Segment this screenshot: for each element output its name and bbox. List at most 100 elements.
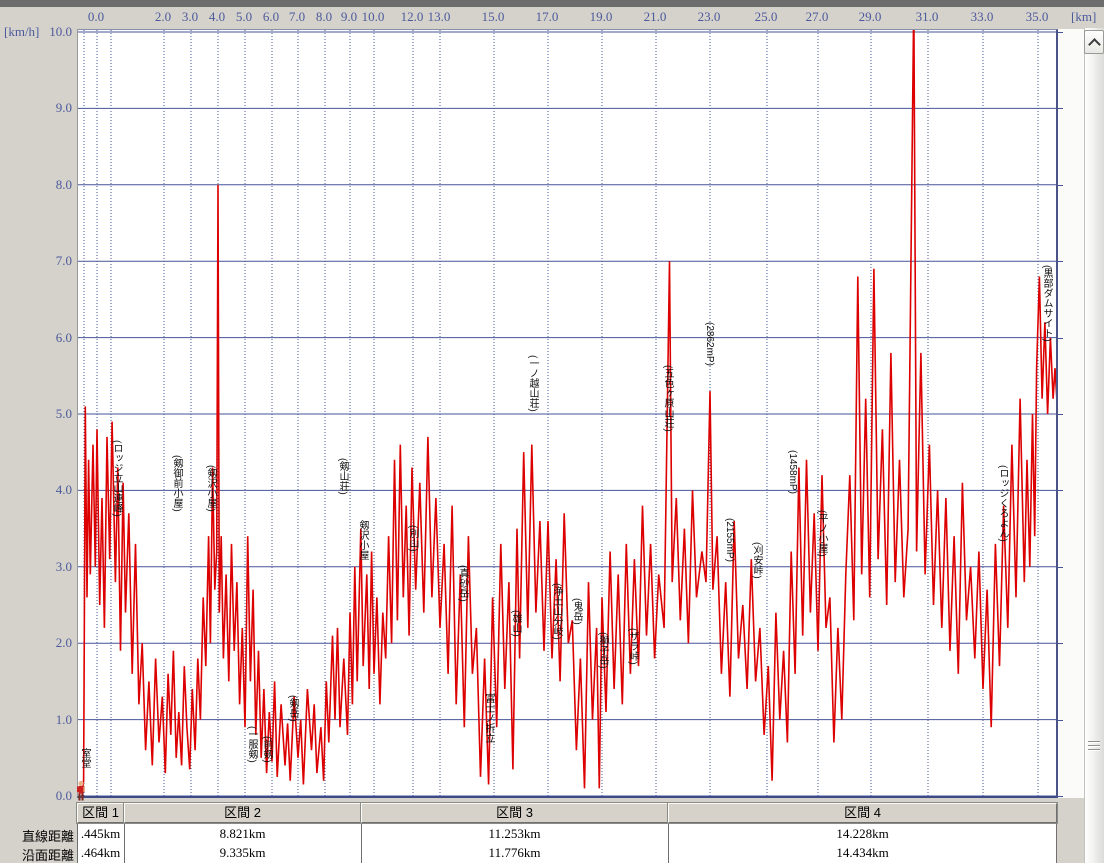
waypoint-label: (刈安峠) bbox=[751, 542, 762, 579]
waypoint-label: (剱岳) bbox=[287, 695, 298, 722]
x-tick-label: 6.0 bbox=[262, 9, 280, 24]
x-tick-label: 3.0 bbox=[181, 9, 199, 24]
waypoint-label: 室堂 bbox=[79, 748, 90, 768]
right-tick-mark bbox=[1058, 337, 1063, 339]
right-tick-mark bbox=[1058, 566, 1063, 568]
table-column-divider bbox=[124, 824, 125, 863]
waypoint-label: (平ノ小屋) bbox=[816, 510, 827, 557]
waypoint-label: (鬼岳) bbox=[571, 598, 582, 625]
speed-line-series bbox=[81, 30, 1056, 796]
y-tick-label: 9.0 bbox=[55, 100, 72, 116]
x-tick-label: 21.0 bbox=[643, 9, 667, 24]
vertical-scrollbar-track[interactable] bbox=[1084, 28, 1104, 863]
waypoint-label: (五色ヶ原山荘) bbox=[662, 365, 673, 432]
waypoint-label: (獅子岳) bbox=[597, 632, 608, 669]
table-column-divider bbox=[668, 824, 669, 863]
hiker-person-icon bbox=[74, 780, 88, 807]
y-tick-label: 7.0 bbox=[55, 253, 72, 269]
speed-graph-canvas[interactable] bbox=[77, 29, 1058, 798]
y-tick-label: 5.0 bbox=[55, 406, 72, 421]
scrollbar-up-button[interactable] bbox=[1084, 30, 1104, 54]
waypoint-label: 剱沢小屋 bbox=[357, 520, 368, 560]
x-tick-label: 9.0 bbox=[340, 9, 358, 24]
x-tick-label: 5.0 bbox=[235, 9, 253, 24]
waypoint-label: (2155mP) bbox=[724, 518, 735, 562]
waypoint-label: (別山) bbox=[407, 525, 418, 552]
right-tick-mark bbox=[1058, 184, 1063, 186]
y-tick-label: 0.0 bbox=[55, 788, 72, 803]
section-header-cell: 区間 3 bbox=[360, 802, 669, 824]
x-tick-label: 17.0 bbox=[535, 9, 559, 24]
x-tick-label: 19.0 bbox=[589, 9, 613, 24]
waypoint-label: 富士ノ折立 bbox=[483, 693, 494, 743]
straight-distance-value: 11.253km bbox=[488, 826, 541, 841]
section-table-body bbox=[77, 824, 1057, 863]
x-tick-label: 12.0 bbox=[400, 9, 424, 24]
x-tick-label: 33.0 bbox=[970, 9, 994, 24]
waypoint-label: (浄土山分岐) bbox=[551, 583, 562, 640]
x-tick-label: 2.0 bbox=[154, 9, 172, 24]
waypoint-label: (雄山) bbox=[510, 610, 521, 637]
row-header-surface-distance: 沿面距離 bbox=[21, 848, 74, 863]
straight-distance-value: .445km bbox=[80, 826, 121, 841]
x-tick-label: 10.0 bbox=[361, 9, 385, 24]
section-header-cell: 区間 2 bbox=[123, 802, 362, 824]
right-tick-mark bbox=[1058, 719, 1063, 721]
section-header-cell: 区間 4 bbox=[667, 802, 1058, 824]
right-tick-mark bbox=[1058, 414, 1063, 415]
waypoint-label: (真砂岳) bbox=[457, 565, 468, 602]
straight-distance-value: 14.228km bbox=[836, 826, 889, 841]
waypoint-label: (剱沢小屋) bbox=[205, 465, 216, 512]
x-tick-label: 15.0 bbox=[481, 9, 505, 24]
x-tick-label: 31.0 bbox=[915, 9, 939, 24]
x-tick-label: 13.0 bbox=[427, 9, 451, 24]
y-tick-label: 4.0 bbox=[55, 482, 72, 498]
y-tick-label: 3.0 bbox=[55, 558, 72, 574]
right-tick-mark bbox=[1058, 796, 1063, 797]
section-header-cell: 区間 1 bbox=[76, 802, 125, 824]
y-tick-label: 2.0 bbox=[55, 635, 72, 651]
surface-distance-value: .464km bbox=[80, 845, 121, 860]
x-tick-label: 29.0 bbox=[858, 9, 882, 24]
surface-distance-value: 9.335km bbox=[219, 845, 266, 860]
x-tick-label: 0.0 bbox=[87, 9, 105, 24]
right-tick-mark bbox=[1058, 490, 1063, 492]
plot-right-margin bbox=[1058, 29, 1084, 798]
x-tick-label: 35.0 bbox=[1025, 9, 1049, 24]
right-tick-mark bbox=[1058, 108, 1063, 110]
window-top-strip bbox=[0, 0, 1104, 7]
surface-distance-value: 11.776km bbox=[488, 845, 541, 860]
y-axis-unit-label: [km/h] bbox=[4, 24, 40, 39]
speed-graph-svg bbox=[78, 30, 1056, 796]
x-tick-label: 8.0 bbox=[315, 9, 333, 24]
waypoint-label: (一服剱) bbox=[246, 726, 257, 763]
x-tick-label: 27.0 bbox=[805, 9, 829, 24]
x-tick-label: 4.0 bbox=[208, 9, 226, 24]
row-header-straight-distance: 直線距離 bbox=[21, 829, 74, 844]
right-tick-mark bbox=[1058, 32, 1063, 33]
waypoint-label: (ロッジくろよん) bbox=[997, 465, 1008, 542]
straight-distance-value: 8.821km bbox=[219, 826, 266, 841]
table-column-divider bbox=[361, 824, 362, 863]
waypoint-label: (2862mP) bbox=[704, 322, 715, 366]
x-tick-label: 23.0 bbox=[697, 9, 721, 24]
waypoint-label: (剱山荘) bbox=[337, 458, 348, 495]
waypoint-label: (ロッジ立山連峰) bbox=[111, 440, 122, 517]
y-tick-label: 10.0 bbox=[49, 24, 72, 39]
x-tick-label: 25.0 bbox=[754, 9, 778, 24]
y-tick-label: 8.0 bbox=[55, 176, 72, 192]
waypoint-label: (前剱) bbox=[261, 736, 272, 763]
waypoint-label: (ザラ峠) bbox=[627, 628, 638, 665]
waypoint-label: (一ノ越山荘) bbox=[527, 355, 538, 412]
y-tick-label: 6.0 bbox=[55, 329, 72, 345]
waypoint-label: (黒部ダムサイト) bbox=[1041, 265, 1052, 342]
x-axis-unit-label: [km] bbox=[1071, 9, 1097, 24]
x-tick-label: 7.0 bbox=[288, 9, 306, 24]
waypoint-label: (1458mP) bbox=[787, 450, 798, 494]
y-tick-label: 1.0 bbox=[55, 711, 72, 727]
scrollbar-thumb-grip[interactable] bbox=[1088, 741, 1100, 753]
waypoint-label: (剱御前小屋) bbox=[171, 455, 182, 512]
right-tick-mark bbox=[1058, 643, 1063, 645]
right-tick-mark bbox=[1058, 261, 1063, 263]
